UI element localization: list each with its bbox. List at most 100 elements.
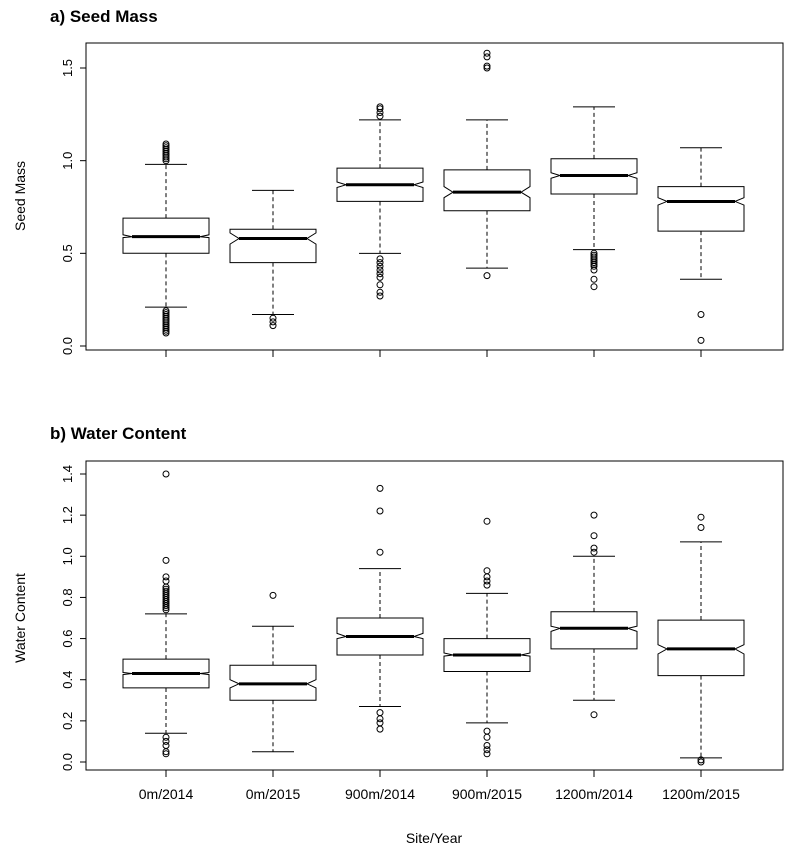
panel-seed-mass: a) Seed Mass Seed Mass 0.0 0.5 1.0 1.5 — [12, 7, 784, 357]
outlier-point — [162, 470, 170, 478]
outlier-point — [376, 715, 384, 723]
y-axis-seed-mass: 0.0 0.5 1.0 1.5 — [60, 59, 702, 357]
y-tick-label-seed-mass: 0.5 — [60, 244, 75, 262]
panel-water-content: b) Water Content Water Content 0.0 0.2 0.4… — [12, 424, 784, 846]
y-tick-label-water-content: 1.4 — [60, 465, 75, 483]
box-body — [229, 228, 317, 264]
outlier-point — [483, 567, 491, 575]
box-0m-2014-seed-mass — [122, 140, 210, 337]
outlier-point — [376, 262, 384, 270]
box-900m-2014-water-content — [336, 484, 424, 733]
box-1200m-2015-water-content — [657, 513, 745, 766]
outlier-point — [590, 251, 598, 259]
boxes-seed-mass — [122, 49, 745, 344]
plot-frame-water-content — [85, 460, 784, 771]
box-0m-2015-seed-mass — [229, 189, 317, 330]
outlier-point — [376, 105, 384, 113]
outlier-point — [483, 733, 491, 741]
outlier-point — [590, 283, 598, 291]
outlier-point — [376, 484, 384, 492]
y-tick-label-water-content: 0.2 — [60, 712, 75, 730]
outlier-point — [162, 144, 170, 152]
outlier-point — [590, 532, 598, 540]
box-900m-2015-water-content — [443, 517, 531, 758]
y-axis-label-water-content: Water Content — [12, 573, 28, 663]
box-1200m-2014-seed-mass — [550, 106, 638, 291]
box-0m-2014-water-content — [122, 470, 210, 758]
x-tick-label: 900m/2014 — [345, 786, 415, 802]
outlier-point — [376, 548, 384, 556]
outlier-point — [376, 103, 384, 111]
box-body — [443, 169, 531, 212]
x-tick-label: 1200m/2015 — [662, 786, 740, 802]
outlier-point — [483, 577, 491, 585]
outlier-point — [269, 591, 277, 599]
outlier-point — [483, 727, 491, 735]
outlier-point — [162, 573, 170, 581]
outlier-point — [483, 64, 491, 72]
outlier-point — [483, 272, 491, 280]
outlier-point — [483, 746, 491, 754]
outlier-point — [697, 758, 705, 766]
box-0m-2015-water-content — [229, 591, 317, 753]
outlier-point — [483, 573, 491, 581]
outlier-point — [162, 556, 170, 564]
outlier-point — [376, 273, 384, 281]
outlier-point — [376, 281, 384, 289]
outlier-point — [162, 577, 170, 585]
outlier-point — [162, 587, 170, 595]
outlier-point — [376, 270, 384, 278]
outlier-point — [483, 53, 491, 61]
y-tick-label-water-content: 0.4 — [60, 671, 75, 689]
y-tick-label-water-content: 1.0 — [60, 547, 75, 565]
y-tick-label-seed-mass: 0.0 — [60, 337, 75, 355]
y-tick-label-water-content: 0.0 — [60, 753, 75, 771]
outlier-point — [269, 322, 277, 330]
outlier-point — [376, 112, 384, 120]
outlier-point — [697, 311, 705, 318]
box-1200m-2014-water-content — [550, 511, 638, 719]
box-body — [550, 611, 638, 650]
y-axis-label-seed-mass: Seed Mass — [12, 161, 28, 231]
y-tick-label-water-content: 0.6 — [60, 630, 75, 648]
x-tick-label: 0m/2015 — [246, 786, 301, 802]
outlier-point — [483, 742, 491, 749]
y-tick-label-seed-mass: 1.0 — [60, 152, 75, 170]
x-tick-label: 0m/2014 — [139, 786, 194, 802]
outlier-point — [269, 314, 277, 322]
outlier-point — [376, 709, 384, 717]
outlier-point — [697, 513, 705, 521]
outlier-point — [162, 742, 170, 749]
outlier-point — [376, 507, 384, 515]
x-tick-label: 1200m/2014 — [555, 786, 633, 802]
panel-title-water-content: b) Water Content — [50, 424, 187, 443]
outlier-point — [590, 711, 598, 719]
outlier-point — [697, 336, 705, 344]
outlier-point — [162, 140, 170, 148]
outlier-point — [376, 255, 384, 263]
x-tick-label: 900m/2015 — [452, 786, 522, 802]
box-1200m-2015-seed-mass — [657, 147, 745, 344]
outlier-point — [590, 544, 598, 552]
box-900m-2015-seed-mass — [443, 49, 531, 280]
outlier-point — [269, 318, 277, 326]
outlier-point — [590, 275, 598, 283]
outlier-point — [590, 511, 598, 519]
boxes-water-content — [122, 470, 745, 766]
outlier-point — [590, 249, 598, 257]
box-body — [657, 186, 745, 232]
x-axis-water-content: 0m/2014 0m/2015 900m/2014 900m/2015 1200m/20… — [139, 769, 740, 802]
outlier-point — [483, 62, 491, 70]
outlier-point — [162, 733, 170, 741]
y-tick-label-seed-mass: 1.5 — [60, 59, 75, 77]
box-900m-2014-seed-mass — [336, 103, 424, 300]
outlier-point — [697, 524, 705, 531]
outlier-point — [162, 750, 170, 758]
outlier-point — [376, 719, 384, 727]
outlier-point — [162, 307, 170, 315]
panel-title-seed-mass: a) Seed Mass — [50, 7, 158, 26]
outlier-point — [483, 581, 491, 589]
outlier-point — [376, 288, 384, 296]
x-axis-label: Site/Year — [406, 830, 463, 846]
